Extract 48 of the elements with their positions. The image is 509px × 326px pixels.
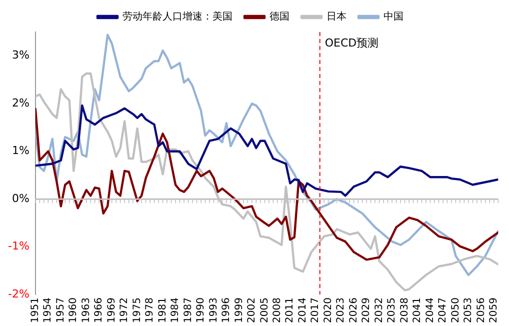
- legend-label: 劳动年龄人口增速：美国: [122, 10, 232, 23]
- y-tick-label: -2%: [8, 287, 30, 300]
- x-tick-label: 2023: [336, 298, 347, 324]
- x-tick-label: 2026: [348, 298, 360, 324]
- x-tick-label: 1987: [182, 298, 194, 324]
- x-tick-label: 1981: [157, 298, 168, 324]
- x-tick-label: 2038: [399, 298, 410, 324]
- y-tick-label: 0%: [12, 192, 30, 205]
- legend-label: 德国: [270, 12, 290, 23]
- x-tick-label: 2005: [259, 298, 270, 324]
- x-tick-label: 2029: [361, 298, 372, 324]
- x-tick-label: 2011: [284, 298, 296, 324]
- legend-label: 日本: [326, 10, 346, 23]
- x-tick-label: 1957: [55, 298, 66, 324]
- x-tick-label: 2035: [386, 298, 398, 324]
- ref-line-label: OECD预测: [324, 36, 379, 50]
- x-tick-label: 2041: [412, 298, 424, 324]
- x-tick-label: 1972: [119, 298, 130, 324]
- y-tick-label: 1%: [12, 144, 30, 158]
- x-tick-label: 2047: [438, 298, 449, 324]
- x-tick-label: 2002: [246, 298, 258, 324]
- x-tick-label: 1996: [221, 298, 232, 324]
- x-tick-label: 1990: [196, 298, 207, 324]
- x-tick-label: 2032: [374, 298, 385, 324]
- x-tick-label: 1966: [94, 298, 105, 324]
- x-tick-label: 1984: [170, 298, 182, 324]
- x-tick-label: 2053: [463, 298, 474, 324]
- x-tick-label: 1954: [42, 298, 54, 324]
- x-tick-label: 1969: [106, 298, 118, 324]
- x-tick-label: 2020: [322, 298, 334, 324]
- x-tick-label: 2044: [424, 298, 436, 324]
- x-tick-label: 1978: [144, 298, 156, 324]
- x-tick-label: 2056: [476, 298, 487, 324]
- x-tick-label: 1993: [208, 298, 220, 324]
- x-tick-label: 2050: [450, 298, 462, 324]
- y-tick-label: 3%: [12, 48, 30, 62]
- x-tick-label: 1951: [30, 298, 42, 324]
- legend-label: 中国: [384, 10, 404, 23]
- y-tick-label: -1%: [8, 240, 30, 253]
- x-tick-label: 2017: [310, 298, 322, 324]
- x-tick-label: 1960: [68, 298, 80, 324]
- x-tick-label: 2008: [272, 298, 283, 324]
- x-tick-label: 1963: [80, 298, 92, 324]
- x-tick-label: 1975: [132, 298, 143, 324]
- x-tick-label: 1999: [234, 298, 245, 324]
- y-tick-label: 2%: [12, 96, 30, 110]
- x-tick-label: 2014: [297, 298, 308, 324]
- x-tick-label: 2059: [488, 298, 500, 324]
